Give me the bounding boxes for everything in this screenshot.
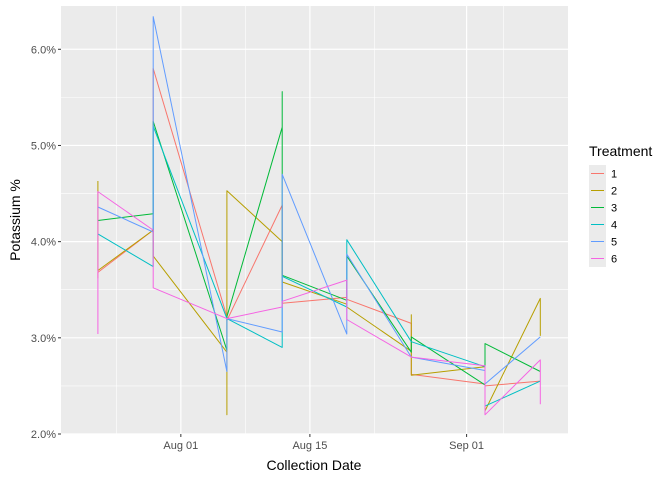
x-axis: Aug 01 Aug 15 Sep 01 [163, 434, 484, 452]
x-tick-label: Aug 15 [292, 440, 327, 452]
x-tick-label: Sep 01 [449, 440, 484, 452]
grid-lines [61, 6, 568, 435]
legend: Treatment 1 2 3 4 5 6 [589, 143, 652, 267]
plot-background [61, 6, 568, 434]
y-tick-label: 5.0% [31, 140, 56, 152]
legend-label-6: 6 [611, 254, 617, 266]
x-axis-title: Collection Date [267, 457, 362, 473]
legend-label-2: 2 [611, 186, 617, 198]
series-lines [97, 16, 541, 416]
legend-label-1: 1 [611, 169, 617, 181]
x-tick-label: Aug 01 [163, 440, 198, 452]
legend-label-5: 5 [611, 237, 617, 249]
y-axis-title: Potassium % [7, 179, 23, 261]
series-line-6 [97, 191, 541, 416]
legend-title: Treatment [589, 143, 652, 159]
y-tick-label: 3.0% [31, 333, 56, 345]
legend-label-3: 3 [611, 203, 617, 215]
y-axis: 2.0% 3.0% 4.0% 5.0% 6.0% [31, 44, 61, 441]
y-tick-label: 6.0% [31, 44, 56, 56]
y-tick-label: 4.0% [31, 237, 56, 249]
y-tick-label: 2.0% [31, 429, 56, 441]
legend-label-4: 4 [611, 220, 617, 232]
